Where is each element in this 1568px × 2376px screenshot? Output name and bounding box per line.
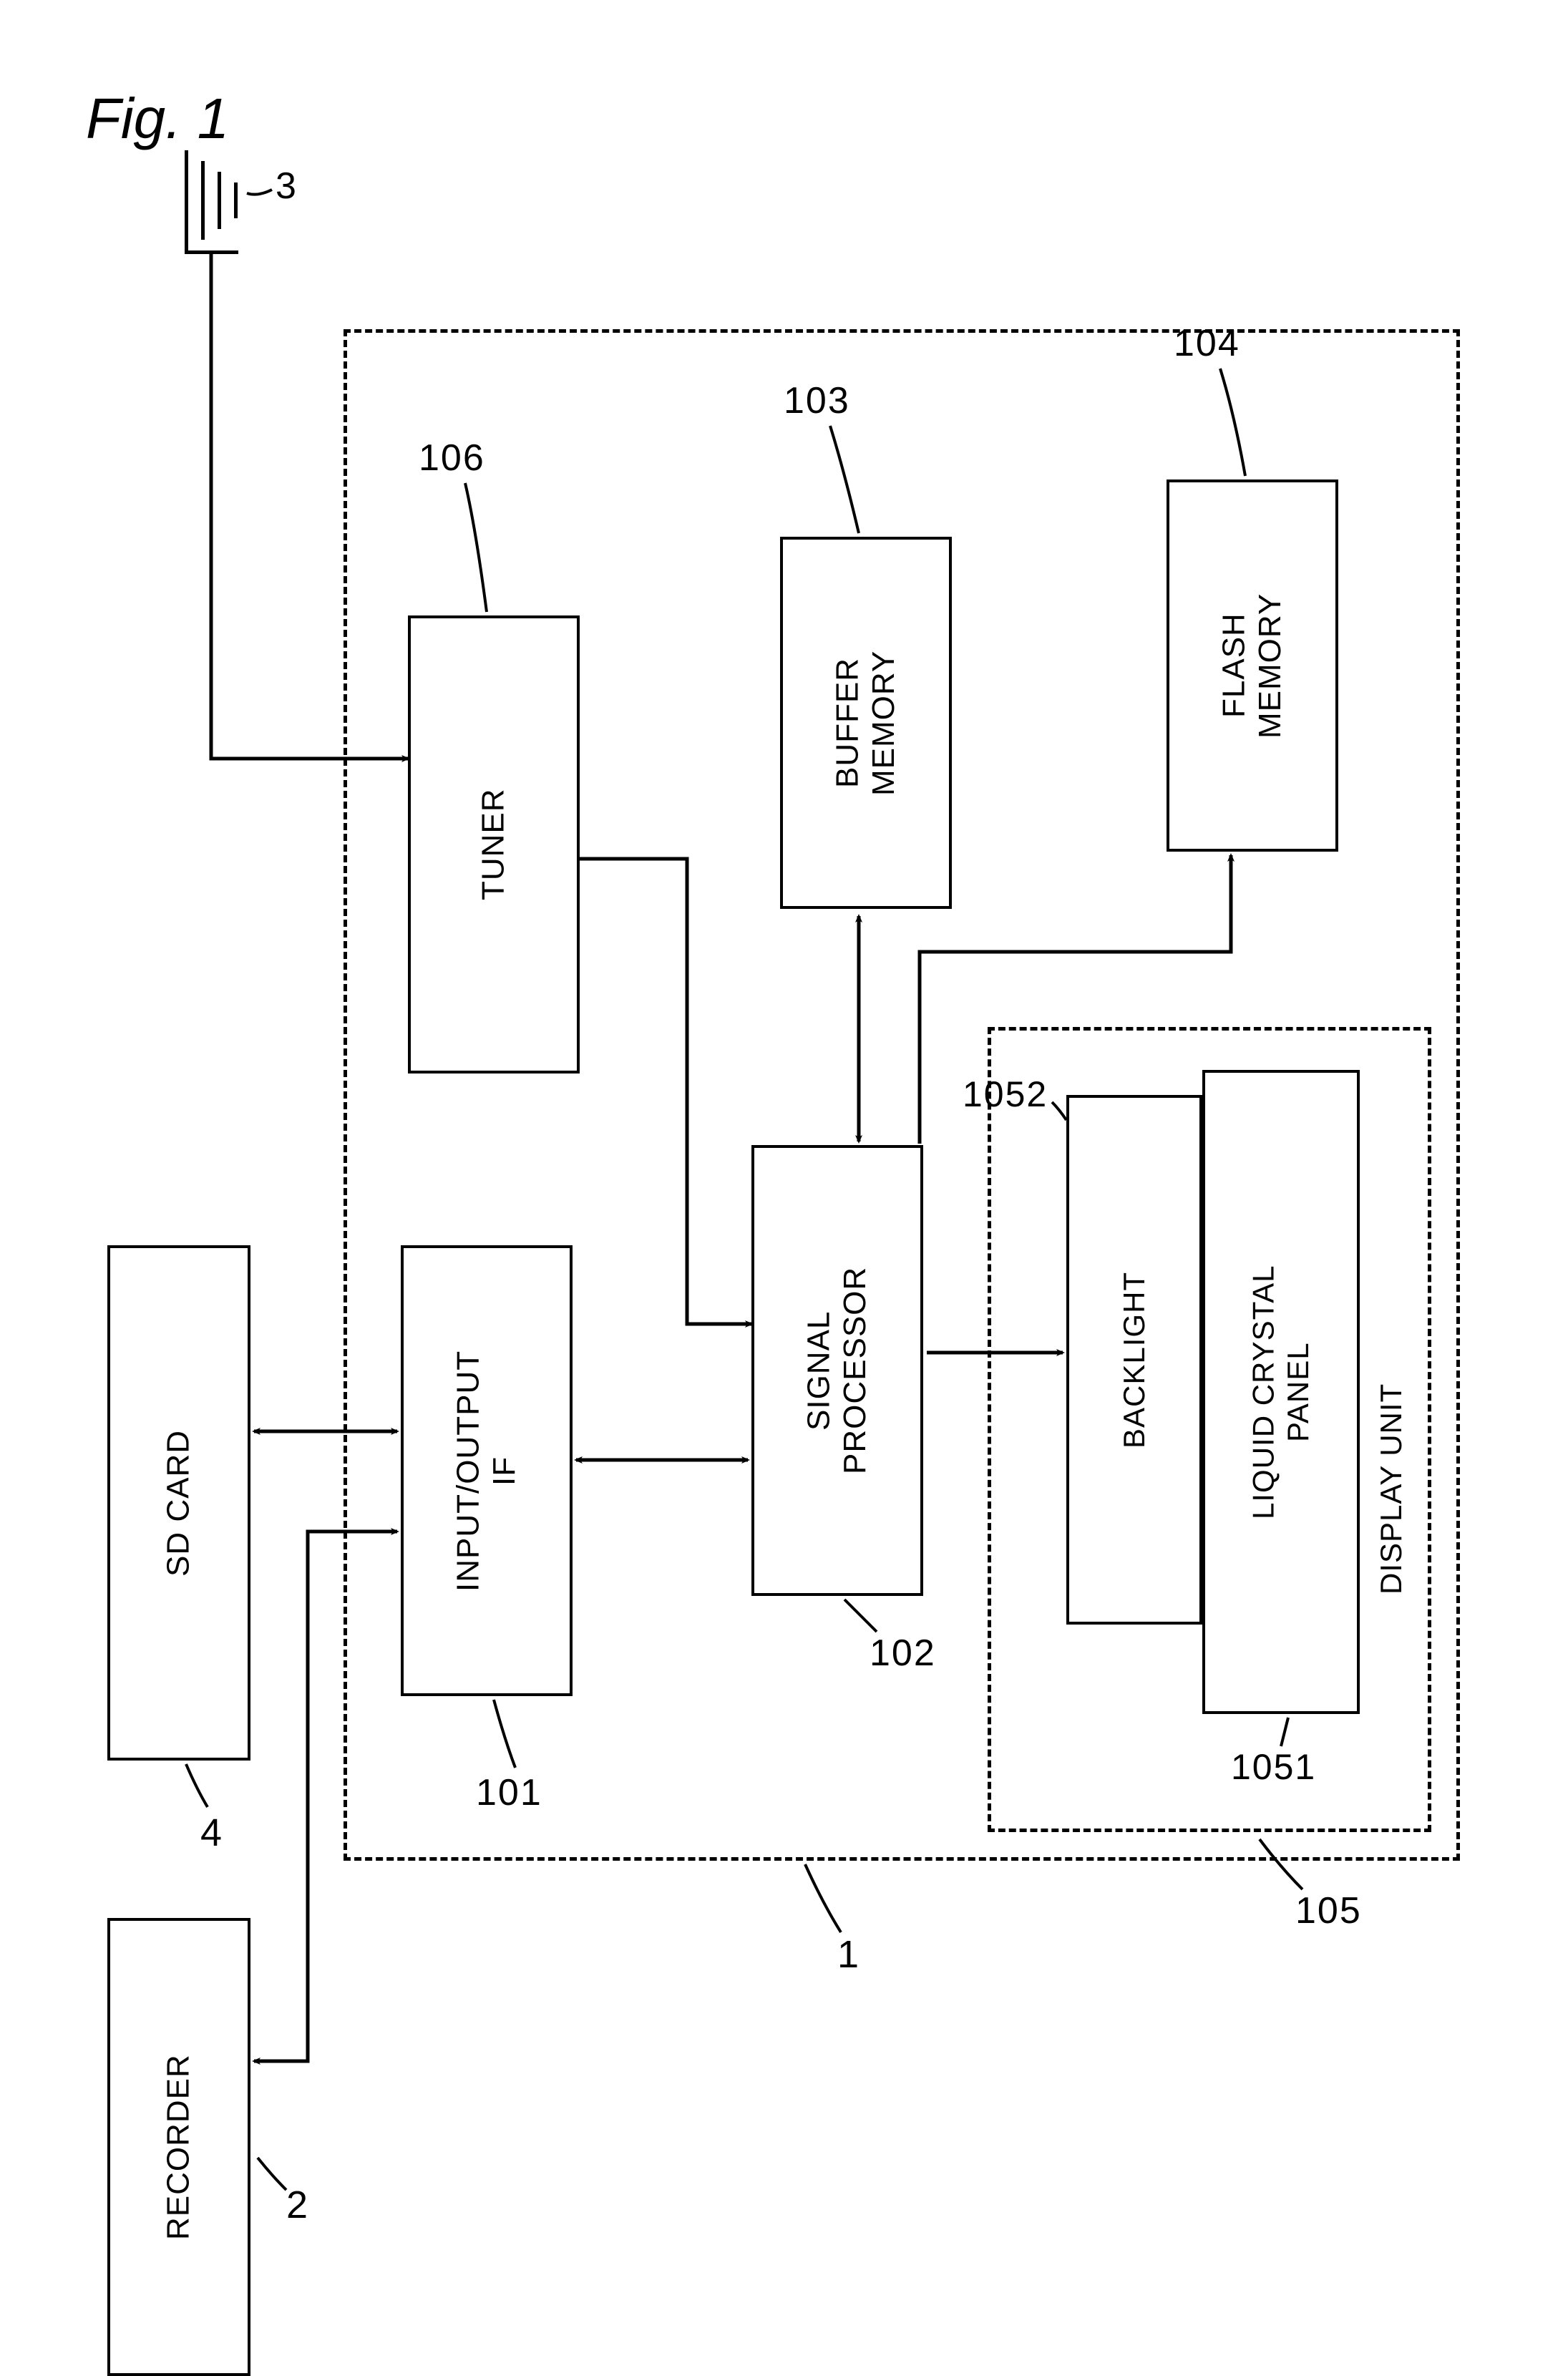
ref-main-unit: 1 <box>837 1932 860 1977</box>
ref-signal-processor: 102 <box>870 1632 936 1675</box>
recorder-block: RECORDER <box>107 1918 250 2376</box>
sd-card-block: SD CARD <box>107 1245 250 1761</box>
ref-tuner: 106 <box>419 437 485 479</box>
ref-recorder: 2 <box>286 2183 309 2227</box>
figure-title: Fig. 1 <box>86 86 229 152</box>
signal-processor-block: SIGNAL PROCESSOR <box>751 1145 923 1596</box>
ref-buffer-memory: 103 <box>784 379 850 422</box>
buffer-memory-block: BUFFER MEMORY <box>780 537 952 909</box>
flash-memory-block: FLASH MEMORY <box>1167 479 1338 852</box>
tuner-block: TUNER <box>408 615 580 1073</box>
backlight-block: BACKLIGHT <box>1066 1095 1202 1625</box>
ref-io-if: 101 <box>476 1771 542 1814</box>
ref-display-unit: 105 <box>1295 1889 1362 1932</box>
ref-sd-card: 4 <box>200 1811 223 1855</box>
display-unit-label: DISPLAY UNIT <box>1374 1260 1417 1718</box>
lcd-panel-block: LIQUID CRYSTAL PANEL <box>1202 1070 1360 1714</box>
ref-backlight: 1052 <box>963 1073 1048 1115</box>
ref-lcd-panel: 1051 <box>1231 1746 1316 1788</box>
io-if-block: INPUT/OUTPUT IF <box>401 1245 573 1696</box>
ref-antenna: 3 <box>276 165 298 208</box>
ref-flash-memory: 104 <box>1174 322 1240 365</box>
diagram-page: Fig. 1 TUNER BUFFER MEMORY FLASH MEMORY … <box>0 0 1568 2289</box>
